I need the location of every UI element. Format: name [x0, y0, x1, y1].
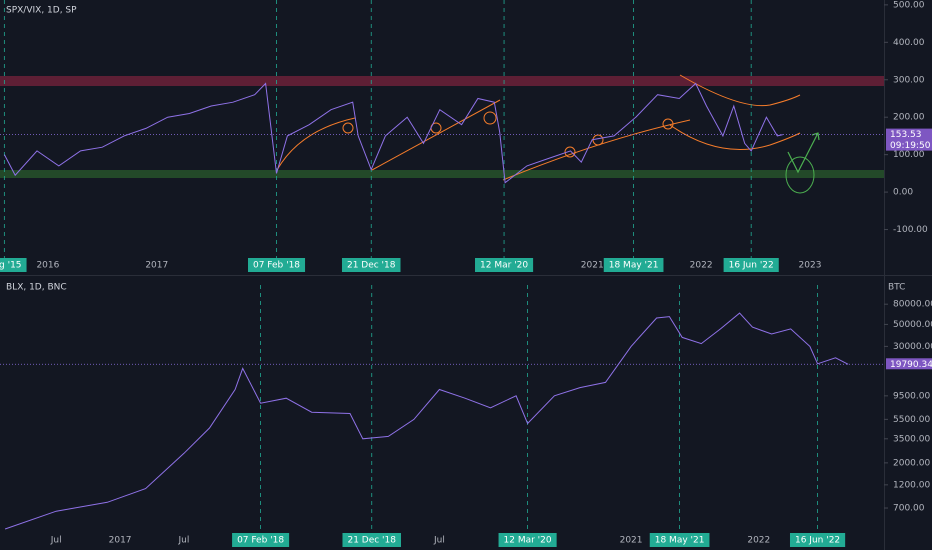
- marker-label: 07 Feb '18: [253, 261, 300, 271]
- x-tick-label: 2017: [109, 536, 132, 546]
- x-tick-label: 2022: [747, 536, 770, 546]
- marker-label: 12 Mar '20: [504, 536, 552, 546]
- marker-label: 16 Jun '22: [795, 536, 840, 546]
- trend-line: [371, 99, 501, 171]
- x-tick-label: 2023: [799, 261, 822, 271]
- y-tick-label: 0.00: [893, 188, 913, 198]
- marker-box: [649, 533, 710, 547]
- x-tick-label: 2022: [690, 261, 713, 271]
- x-tick-label: 2017: [145, 261, 168, 271]
- annotations: [276, 74, 801, 181]
- y-tick-label: -100.00: [893, 225, 928, 235]
- y-tick-label: 50000.00: [893, 320, 932, 330]
- y-tick-label: 9500.00: [893, 391, 930, 401]
- last-value-box: [886, 358, 932, 370]
- y-tick-label: 200.00: [893, 113, 925, 123]
- series-line: [4, 312, 849, 530]
- marker-label: 16 Jun '22: [729, 261, 774, 271]
- y-tick-label: 300.00: [893, 75, 925, 85]
- marker-box: [232, 533, 290, 547]
- last-value-label: 19790.34: [890, 360, 932, 370]
- y-tick-label: 400.00: [893, 38, 925, 48]
- series-line: [3, 82, 783, 184]
- x-tick-label: Jul: [178, 536, 190, 546]
- marker-box: [247, 258, 306, 272]
- marker-box: [498, 533, 557, 547]
- y-tick-label: 100.00: [893, 150, 925, 160]
- y-tick-label: 3500.00: [893, 434, 930, 444]
- target-ellipse: [785, 156, 815, 194]
- marker-label: 18 May '21: [655, 536, 705, 546]
- axis-unit: BTC: [888, 283, 905, 293]
- x-tick-label: 2021: [581, 261, 604, 271]
- marker-label: 12 Mar '20: [480, 261, 528, 271]
- last-value-box: [886, 128, 932, 151]
- resistance-zone: [0, 76, 884, 86]
- y-tick-label: 1200.00: [893, 480, 930, 490]
- trend-arc: [669, 124, 801, 150]
- marker-box: [789, 533, 846, 547]
- trend-arc: [679, 74, 801, 107]
- countdown: 09:19:50: [890, 141, 931, 151]
- marker-box: [341, 258, 401, 272]
- marker-label: 18 May '21: [609, 261, 659, 271]
- y-tick-label: 5500.00: [893, 415, 930, 425]
- marker-box: [723, 258, 779, 272]
- marker-box: [0, 258, 27, 272]
- marker-box: [603, 258, 664, 272]
- marker-label: Aug '15: [0, 261, 22, 271]
- marker-label: 21 Dec '18: [347, 536, 396, 546]
- y-tick-label: 2000.00: [893, 458, 930, 468]
- y-tick-label: 80000.00: [893, 300, 932, 310]
- x-tick-label: Jul: [433, 536, 445, 546]
- circle: [342, 122, 354, 134]
- trend-arc: [276, 117, 356, 171]
- x-tick-label: Jul: [50, 536, 62, 546]
- chart-title: BLX, 1D, BNC: [6, 283, 67, 293]
- x-tick-label: 2021: [620, 536, 643, 546]
- x-tick-label: 2016: [36, 261, 59, 271]
- chart-title: SPX/VIX, 1D, SP: [6, 6, 77, 16]
- marker-box: [342, 533, 401, 547]
- y-tick-label: 700.00: [893, 504, 925, 514]
- circle: [483, 111, 497, 125]
- y-tick-label: 500.00: [893, 0, 925, 10]
- circle: [564, 146, 576, 158]
- circle: [662, 118, 674, 130]
- y-tick-label: 30000.00: [893, 342, 932, 352]
- marker-label: 07 Feb '18: [237, 536, 284, 546]
- marker-label: 21 Dec '18: [347, 261, 396, 271]
- support-zone: [0, 170, 884, 178]
- marker-box: [475, 258, 534, 272]
- last-value-label: 153.53: [890, 130, 922, 140]
